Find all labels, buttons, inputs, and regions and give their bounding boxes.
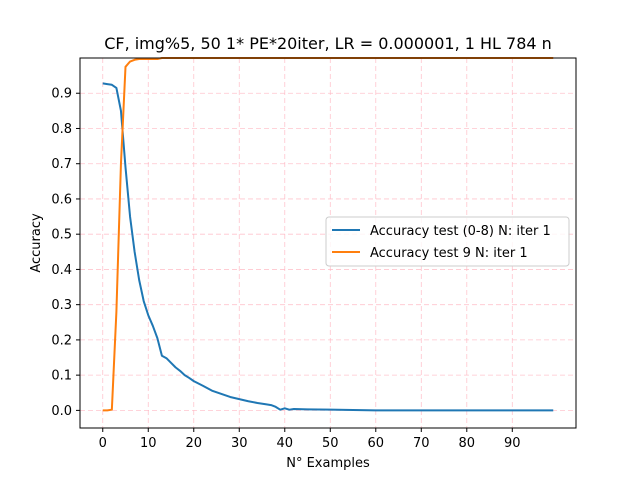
- x-tick-label: 60: [368, 436, 385, 451]
- y-tick-label: 0.8: [51, 122, 72, 137]
- y-tick-label: 0.7: [51, 157, 72, 172]
- y-tick-label: 0.3: [51, 298, 72, 313]
- series-line-0: [102, 82, 554, 412]
- x-tick-label: 50: [322, 436, 339, 451]
- plot-frame: [79, 57, 577, 429]
- legend-label-accuracy-9: Accuracy test 9 N: iter 1: [370, 246, 528, 261]
- x-tick-label: 70: [413, 436, 430, 451]
- x-tick-label: 90: [504, 436, 521, 451]
- y-axis-ticks: 0.0 0.1 0.2 0.3 0.4 0.5 0.6 0.7 0.8 0.9: [51, 87, 80, 419]
- y-tick-label: 0.2: [51, 333, 72, 348]
- x-tick-label: 40: [276, 436, 293, 451]
- y-axis-label: Accuracy: [29, 213, 44, 273]
- x-axis-ticks: 0 10 20 30 40 50 60 70 80 90: [99, 428, 521, 451]
- y-tick-label: 0.6: [51, 192, 72, 207]
- x-tick-label: 80: [459, 436, 476, 451]
- legend-label-accuracy-0-8: Accuracy test (0-8) N: iter 1: [370, 224, 551, 239]
- y-tick-label: 0.5: [51, 228, 72, 243]
- x-tick-label: 0: [99, 436, 107, 451]
- y-tick-label: 0.4: [51, 263, 72, 278]
- legend: Accuracy test (0-8) N: iter 1 Accuracy t…: [325, 216, 570, 267]
- x-tick-label: 30: [231, 436, 248, 451]
- y-tick-label: 0.1: [51, 369, 72, 384]
- x-tick-label: 10: [140, 436, 157, 451]
- y-tick-label: 0.9: [51, 87, 72, 102]
- y-tick-label: 0.0: [51, 404, 72, 419]
- legend-box: [325, 216, 570, 267]
- x-axis-label: N° Examples: [286, 456, 370, 471]
- x-tick-label: 20: [185, 436, 202, 451]
- chart-title: CF, img%5, 50 1* PE*20iter, LR = 0.00000…: [104, 34, 552, 53]
